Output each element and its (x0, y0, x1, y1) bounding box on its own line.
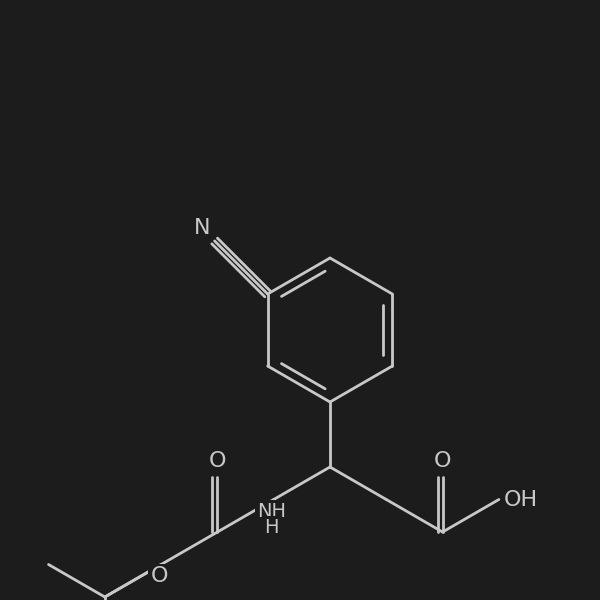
Text: O: O (151, 566, 168, 587)
Text: N: N (194, 218, 210, 238)
Text: NH: NH (257, 502, 286, 521)
Text: O: O (434, 451, 451, 471)
Text: OH: OH (504, 490, 538, 509)
Text: H: H (265, 518, 279, 537)
Text: O: O (209, 451, 226, 471)
